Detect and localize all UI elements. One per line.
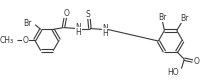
Text: H: H [76, 28, 82, 37]
Text: Br: Br [23, 19, 31, 28]
Text: O: O [22, 36, 28, 45]
Text: HO: HO [167, 68, 179, 77]
Text: O: O [63, 9, 69, 18]
Text: N: N [102, 24, 108, 33]
Text: S: S [86, 10, 90, 19]
Text: H: H [102, 29, 108, 38]
Text: N: N [76, 23, 82, 32]
Text: Br: Br [180, 14, 189, 23]
Text: O: O [194, 57, 199, 66]
Text: Br: Br [158, 13, 167, 22]
Text: CH₃: CH₃ [0, 36, 14, 45]
